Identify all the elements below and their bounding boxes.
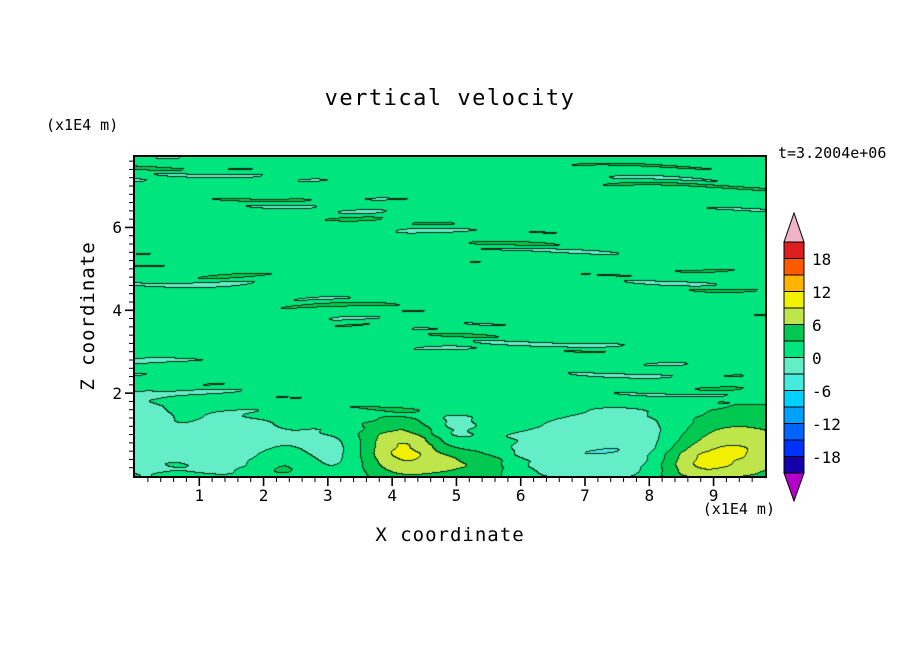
y-axis-unit-label: (x1E4 m): [46, 116, 119, 134]
colorbar-over-arrow: [783, 212, 805, 243]
colorbar-label: 0: [812, 348, 822, 368]
colorbar-segment: [783, 274, 805, 292]
time-label: t=3.2004e+06: [778, 144, 887, 162]
colorbar-segment: [783, 423, 805, 441]
x-tick-label: 2: [258, 486, 269, 505]
x-axis-unit-label: (x1E4 m): [702, 500, 775, 518]
colorbar-label: -6: [812, 381, 832, 401]
plot-frame: [133, 155, 767, 478]
x-tick-label: 6: [515, 486, 526, 505]
colorbar-label: 12: [812, 282, 832, 302]
colorbar-segment: [783, 406, 805, 424]
colorbar-label: 6: [812, 315, 822, 335]
x-tick-label: 7: [580, 486, 590, 505]
x-tick-label: 1: [194, 486, 205, 505]
colorbar-label: -12: [812, 414, 841, 434]
y-tick-label: 6: [112, 218, 122, 238]
x-tick-label: 4: [387, 486, 397, 505]
colorbar-segment: [783, 241, 805, 259]
x-tick-label: 3: [323, 486, 333, 505]
colorbar-segment: [783, 324, 805, 342]
colorbar-label: -18: [812, 447, 841, 467]
contour-field-canvas: [135, 157, 765, 476]
plot-title: vertical velocity: [324, 86, 576, 111]
colorbar-segment: [783, 439, 805, 457]
colorbar-segment: [783, 307, 805, 325]
colorbar-segment: [783, 340, 805, 358]
colorbar-segment: [783, 357, 805, 375]
colorbar-label: 18: [812, 249, 832, 269]
x-tick-label: 8: [644, 486, 655, 505]
y-tick-label: 4: [112, 301, 122, 321]
x-axis-label: X coordinate: [375, 524, 525, 546]
colorbar-segment: [783, 373, 805, 391]
x-tick-label: 9: [708, 486, 719, 505]
colorbar-segment: [783, 258, 805, 276]
y-tick-label: 2: [112, 384, 122, 404]
x-tick-label: 5: [451, 486, 462, 505]
colorbar-segment: [783, 291, 805, 309]
colorbar-bar: [783, 212, 805, 503]
colorbar-segment: [783, 390, 805, 408]
colorbar-under-arrow: [783, 472, 805, 503]
colorbar-segment: [783, 456, 805, 474]
